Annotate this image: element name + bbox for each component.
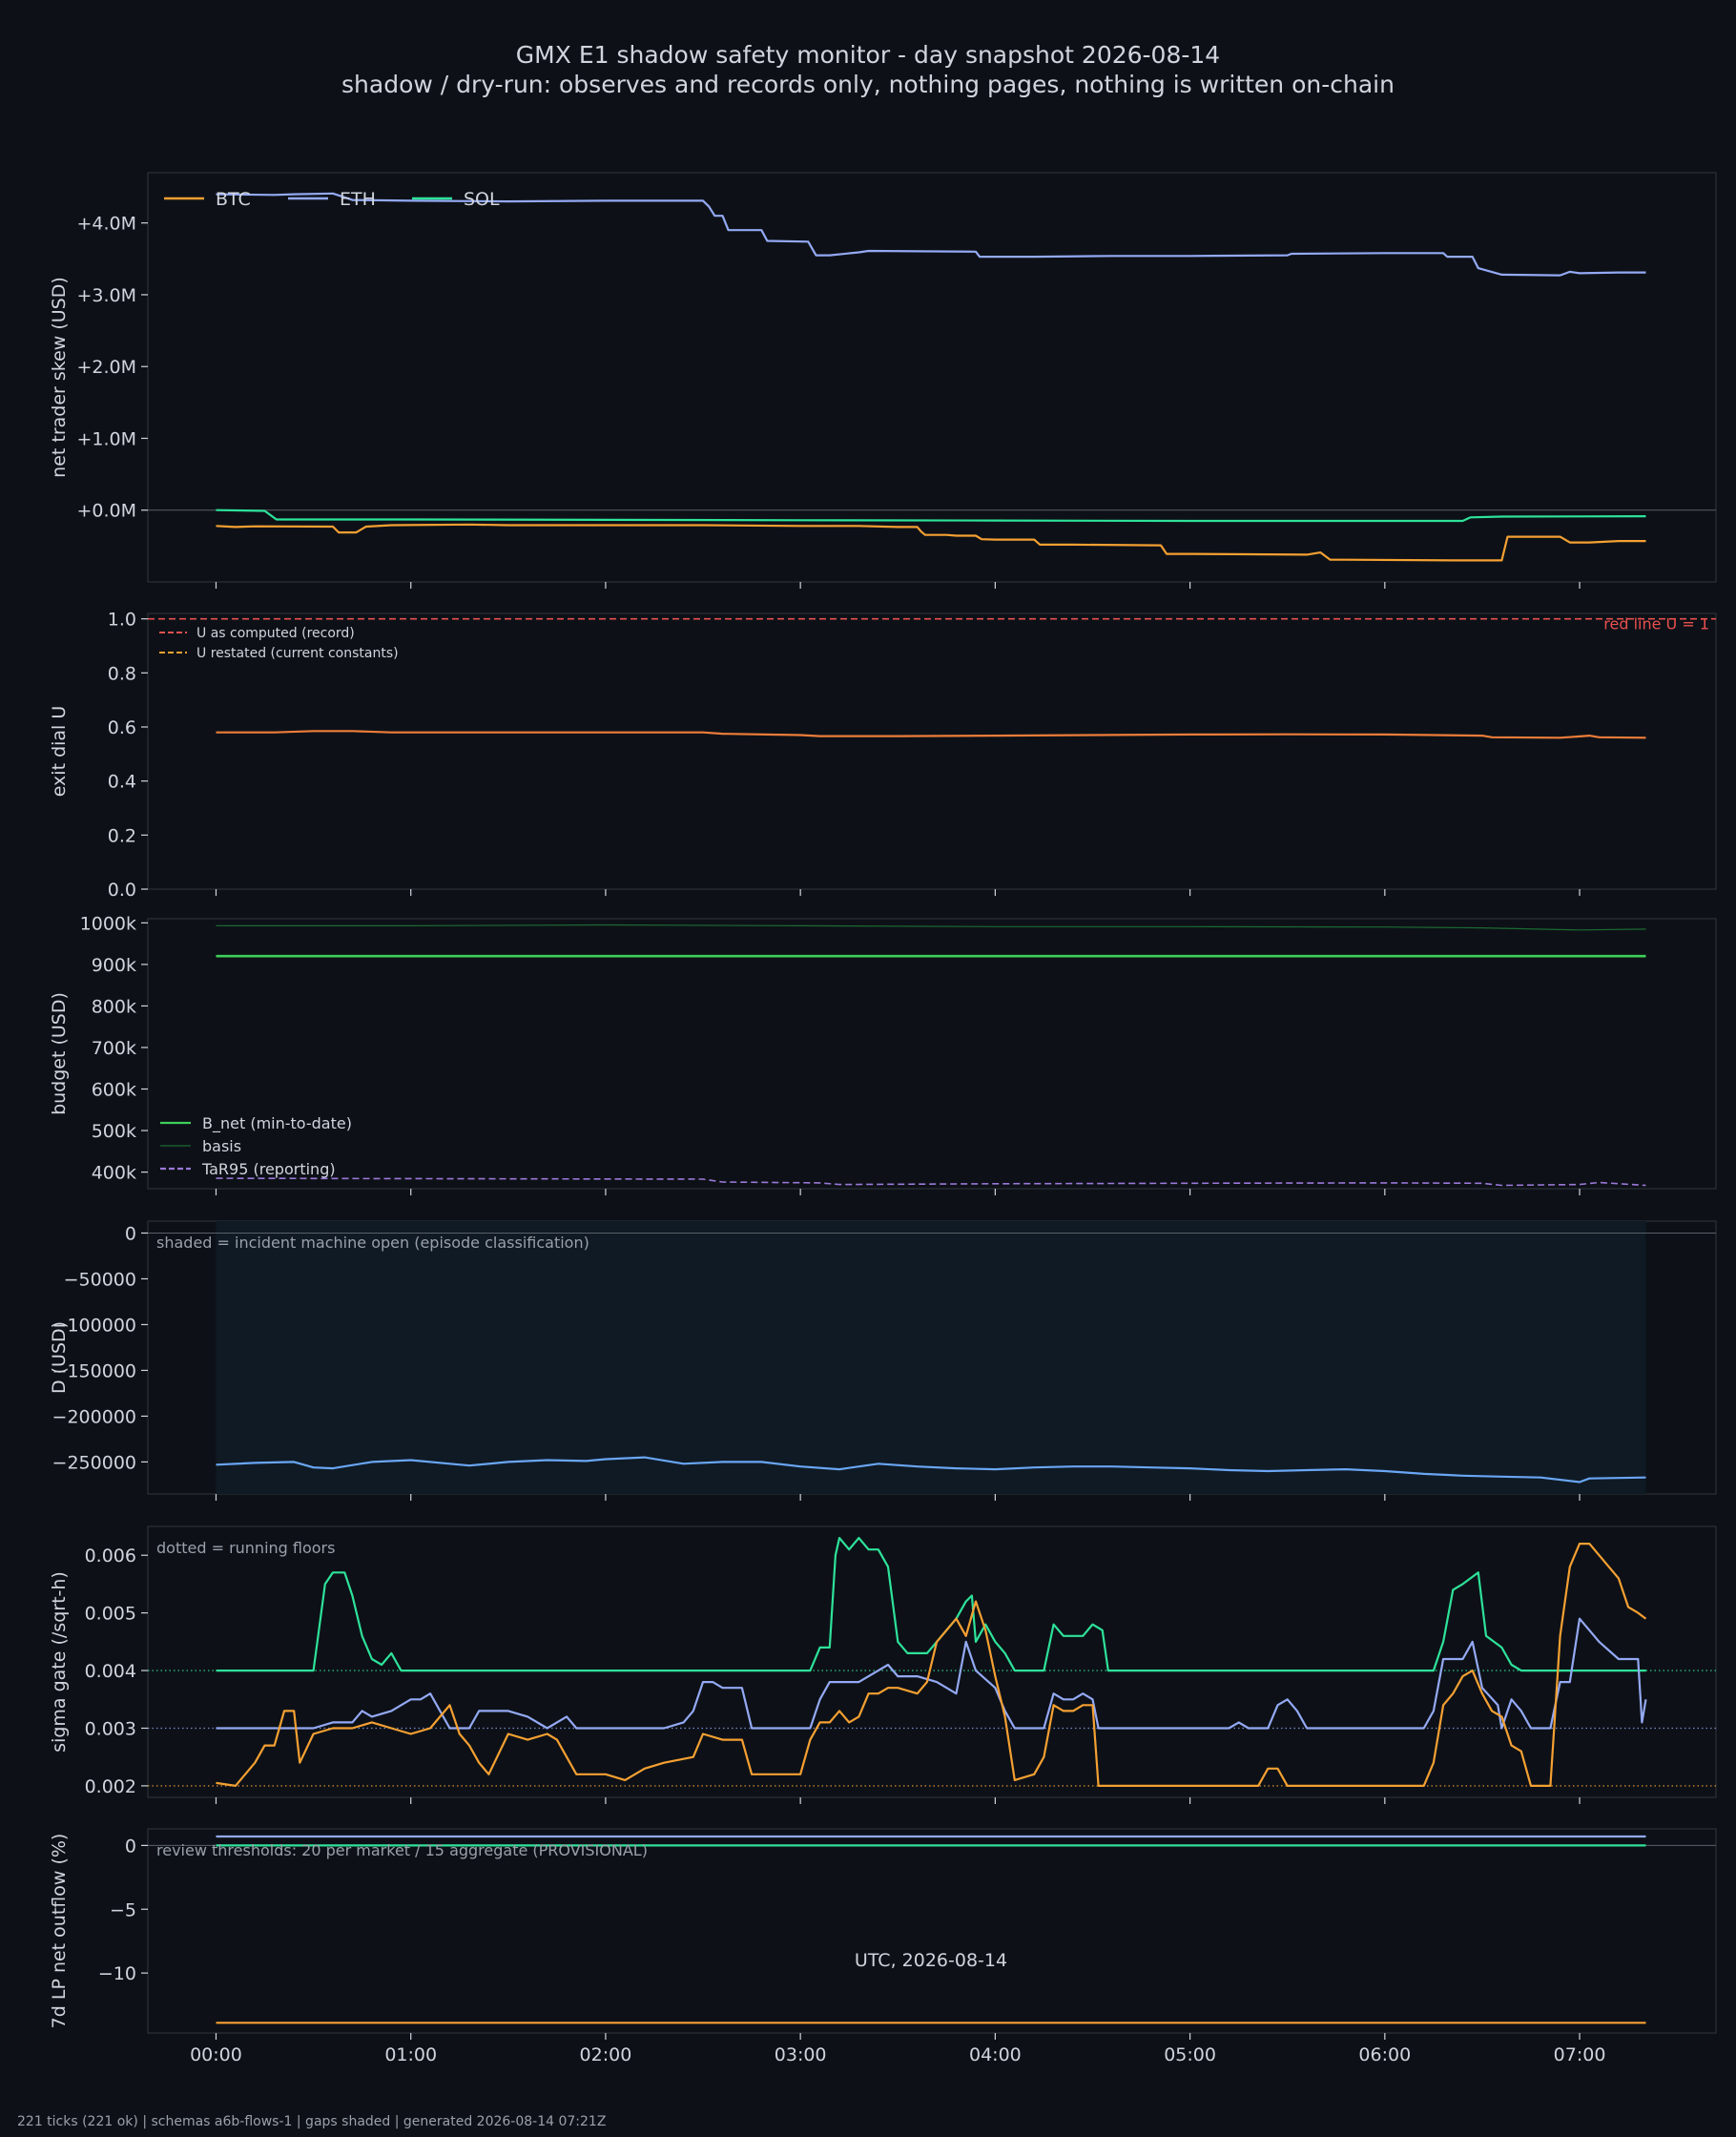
y-tick-label: 500k: [92, 1121, 136, 1142]
series-line: [216, 1456, 1646, 1483]
y-tick-label: 600k: [92, 1080, 136, 1101]
x-tick-label: 06:00: [1358, 2044, 1411, 2065]
panel-frame: [147, 1828, 1717, 2034]
series-line: [216, 730, 1646, 739]
series-line: [216, 923, 1646, 931]
series-line: [216, 1617, 1647, 1730]
y-tick-label: 0.4: [108, 772, 136, 793]
y-tick-label: −250000: [52, 1452, 136, 1473]
y-axis-label: budget (USD): [49, 992, 70, 1115]
x-tick-label: 04:00: [969, 2044, 1022, 2065]
y-tick-label: 0: [125, 1223, 136, 1244]
y-tick-label: 0.004: [85, 1661, 136, 1682]
x-tick-label: 05:00: [1164, 2044, 1216, 2065]
y-tick-label: 0.6: [108, 717, 136, 738]
legend-label: basis: [202, 1137, 241, 1155]
y-axis-label: net trader skew (USD): [49, 277, 70, 478]
y-tick-label: +4.0M: [76, 214, 136, 235]
panel-6: 0 −5 −10 00:00 01:00 02:00 03:00 04:00 05:00 06:0…: [49, 1828, 1717, 2065]
x-tick-label: 07:00: [1554, 2044, 1606, 2065]
y-tick-label: 1000k: [80, 913, 136, 934]
y-tick-label: 0.0: [108, 880, 136, 901]
panel-2: 0.0 0.2 0.4 0.6 0.8 1.0 exit dial U red line U …: [49, 610, 1717, 901]
chart-subtitle: shadow / dry-run: observes and records o…: [341, 71, 1395, 98]
panels: +0.0M +1.0M +2.0M +3.0M +4.0M net trader skew…: [49, 172, 1717, 2065]
y-axis-label: exit dial U: [49, 706, 70, 798]
x-axis-label: UTC, 2026-08-14: [855, 1950, 1007, 1971]
y-tick-label: 0.003: [85, 1718, 136, 1739]
x-tick-label: 03:00: [775, 2044, 827, 2065]
panel-3: 400k 500k 600k 700k 800k 900k 1000k budget (USD…: [49, 913, 1717, 1195]
y-axis-label: 7d LP net outflow (%): [49, 1834, 70, 2029]
y-axis-label: D (USD): [49, 1321, 70, 1394]
legend-label: SOL: [464, 189, 500, 210]
legend-label: ETH: [340, 189, 376, 210]
annotation-text: shaded = incident machine open (episode …: [156, 1234, 589, 1252]
series-line: [216, 1543, 1647, 1787]
panel-frame: [147, 172, 1717, 583]
annotation-text: review thresholds: 20 per market / 15 ag…: [156, 1841, 648, 1859]
y-tick-label: −50000: [64, 1269, 136, 1290]
panel-frame: [147, 612, 1717, 890]
y-tick-label: −150000: [52, 1360, 136, 1381]
y-tick-label: −200000: [52, 1406, 136, 1427]
panel-5: 0.002 0.003 0.004 0.005 0.006 sigma gate (/sq…: [49, 1525, 1717, 1804]
panel-frame: [147, 918, 1717, 1190]
y-tick-label: 0.2: [108, 825, 136, 846]
y-tick-label: 0.8: [108, 663, 136, 684]
series-line: [216, 192, 1646, 277]
x-tick-label: 00:00: [190, 2044, 242, 2065]
y-tick-label: −10: [98, 1963, 136, 1984]
series-line: [216, 523, 1646, 562]
y-tick-label: 0.006: [85, 1546, 136, 1566]
annotation-text: dotted = running floors: [156, 1539, 335, 1557]
y-tick-label: 0.002: [85, 1776, 136, 1797]
y-tick-label: −5: [110, 1899, 136, 1920]
y-tick-label: 700k: [92, 1038, 136, 1059]
y-tick-label: −100000: [52, 1315, 136, 1336]
x-tick-label: 01:00: [384, 2044, 437, 2065]
legend-label: B_net (min-to-date): [202, 1114, 352, 1133]
footer-text: 221 ticks (221 ok) | schemas a6b-flows-1…: [17, 2114, 606, 2129]
y-tick-label: 0: [125, 1836, 136, 1857]
annotation-text: red line U = 1: [1603, 615, 1709, 633]
y-tick-label: 0.005: [85, 1604, 136, 1625]
y-axis-label: sigma gate (/sqrt-h): [49, 1571, 70, 1753]
y-tick-label: 800k: [92, 996, 136, 1017]
y-tick-label: 400k: [92, 1163, 136, 1184]
series-line: [216, 508, 1646, 523]
y-tick-label: +0.0M: [76, 501, 136, 522]
y-tick-label: +2.0M: [76, 357, 136, 378]
legend-label: BTC: [216, 189, 251, 210]
y-tick-label: 1.0: [108, 610, 136, 631]
chart-title: GMX E1 shadow safety monitor - day snaps…: [516, 41, 1220, 69]
y-tick-label: +3.0M: [76, 285, 136, 306]
panel-4: 0 −50000 −100000 −150000 −200000 −250000 D (US…: [49, 1220, 1717, 1501]
panel-1: +0.0M +1.0M +2.0M +3.0M +4.0M net trader skew…: [49, 172, 1717, 589]
x-tick-label: 02:00: [580, 2044, 632, 2065]
legend-label: U as computed (record): [196, 626, 355, 641]
series-line: [216, 1177, 1646, 1187]
legend-label: TaR95 (reporting): [201, 1160, 336, 1178]
y-tick-label: +1.0M: [76, 428, 136, 449]
y-tick-label: 900k: [92, 955, 136, 976]
legend-label: U restated (current constants): [196, 646, 399, 661]
incident-shade: [216, 1221, 1646, 1494]
